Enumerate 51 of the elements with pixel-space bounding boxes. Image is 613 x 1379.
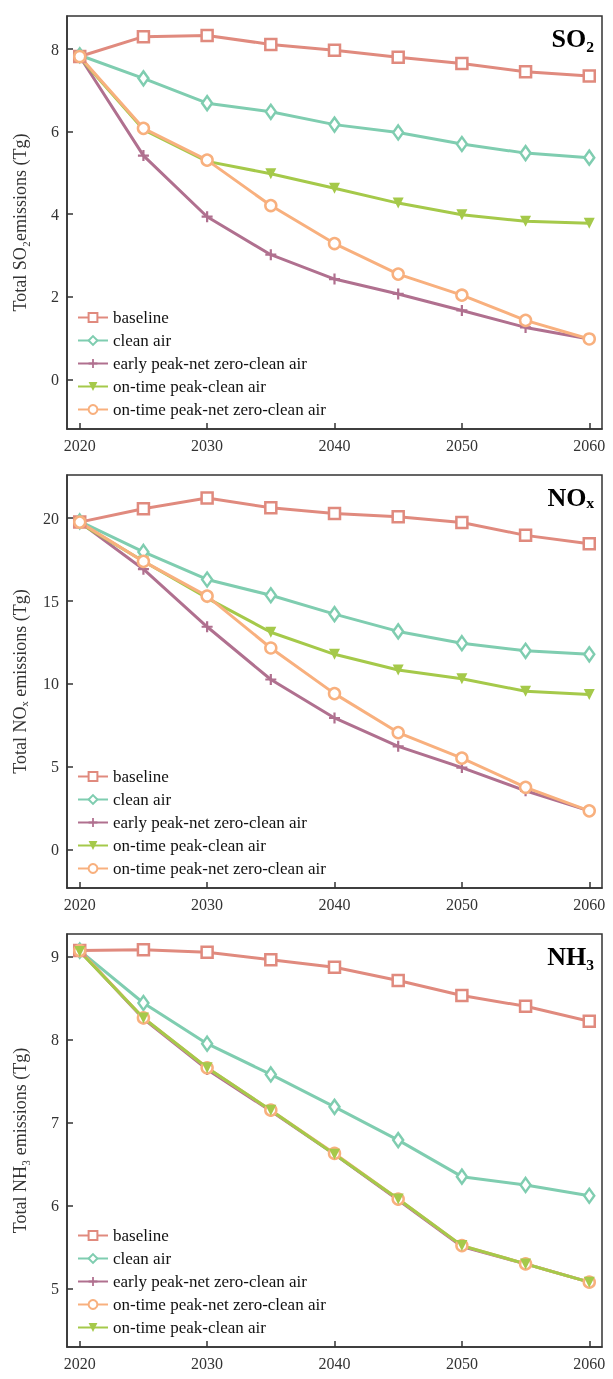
y-axis-title: Total NOₓ emissions (Tg) [10,589,31,774]
y-axis-title: Total NH₃ emissions (Tg) [10,1047,31,1234]
legend-label: baseline [113,1226,169,1245]
legend-label: on-time peak-net zero-clean air [113,1295,327,1314]
y-tick-label: 8 [51,40,59,58]
y-tick-label: 20 [43,509,59,527]
x-tick-label: 2040 [318,1354,351,1372]
x-tick-label: 2020 [63,895,96,913]
legend-label: early peak-net zero-clean air [113,1272,308,1291]
y-tick-label: 8 [51,1031,59,1049]
legend-label: on-time peak-net zero-clean air [113,400,327,419]
y-tick-label: 0 [51,841,59,859]
x-tick-label: 2030 [191,436,224,454]
legend-label: baseline [113,308,169,327]
legend-label: clean air [113,331,172,350]
y-tick-label: 9 [51,947,59,965]
y-tick-label: 2 [51,288,59,306]
legend-label: baseline [113,767,169,786]
y-tick-label: 4 [51,205,59,223]
x-tick-label: 2060 [573,1354,606,1372]
chart-title: SO₂ [551,23,595,53]
legend-label: on-time peak-net zero-clean air [113,859,327,878]
x-tick-label: 2020 [63,1354,96,1372]
x-tick-label: 2050 [445,436,478,454]
legend-label: early peak-net zero-clean air [113,813,308,832]
y-tick-label: 6 [51,123,59,141]
y-tick-label: 5 [51,758,59,776]
legend-label: clean air [113,790,172,809]
x-tick-label: 2020 [63,436,96,454]
y-tick-label: 7 [51,1114,59,1132]
x-tick-label: 2030 [191,1354,224,1372]
legend-label: on-time peak-clean air [113,377,267,396]
x-tick-label: 2050 [445,895,478,913]
x-tick-label: 2040 [318,895,351,913]
x-tick-label: 2060 [573,895,606,913]
x-tick-label: 2040 [318,436,351,454]
x-tick-label: 2050 [445,1354,478,1372]
y-axis-title: Total SO₂emissions (Tg) [10,133,31,312]
chart-title: NOₓ [547,482,595,512]
x-tick-label: 2060 [573,436,606,454]
y-tick-label: 15 [43,592,59,610]
chart-title: NH₃ [547,941,595,971]
y-tick-label: 5 [51,1280,59,1298]
legend-label: on-time peak-clean air [113,836,267,855]
y-tick-label: 6 [51,1197,59,1215]
legend-label: clean air [113,1249,172,1268]
legend-label: early peak-net zero-clean air [113,354,308,373]
y-tick-label: 0 [51,370,59,388]
y-tick-label: 10 [43,675,59,693]
x-tick-label: 2030 [191,895,224,913]
legend-label: on-time peak-clean air [113,1318,267,1337]
